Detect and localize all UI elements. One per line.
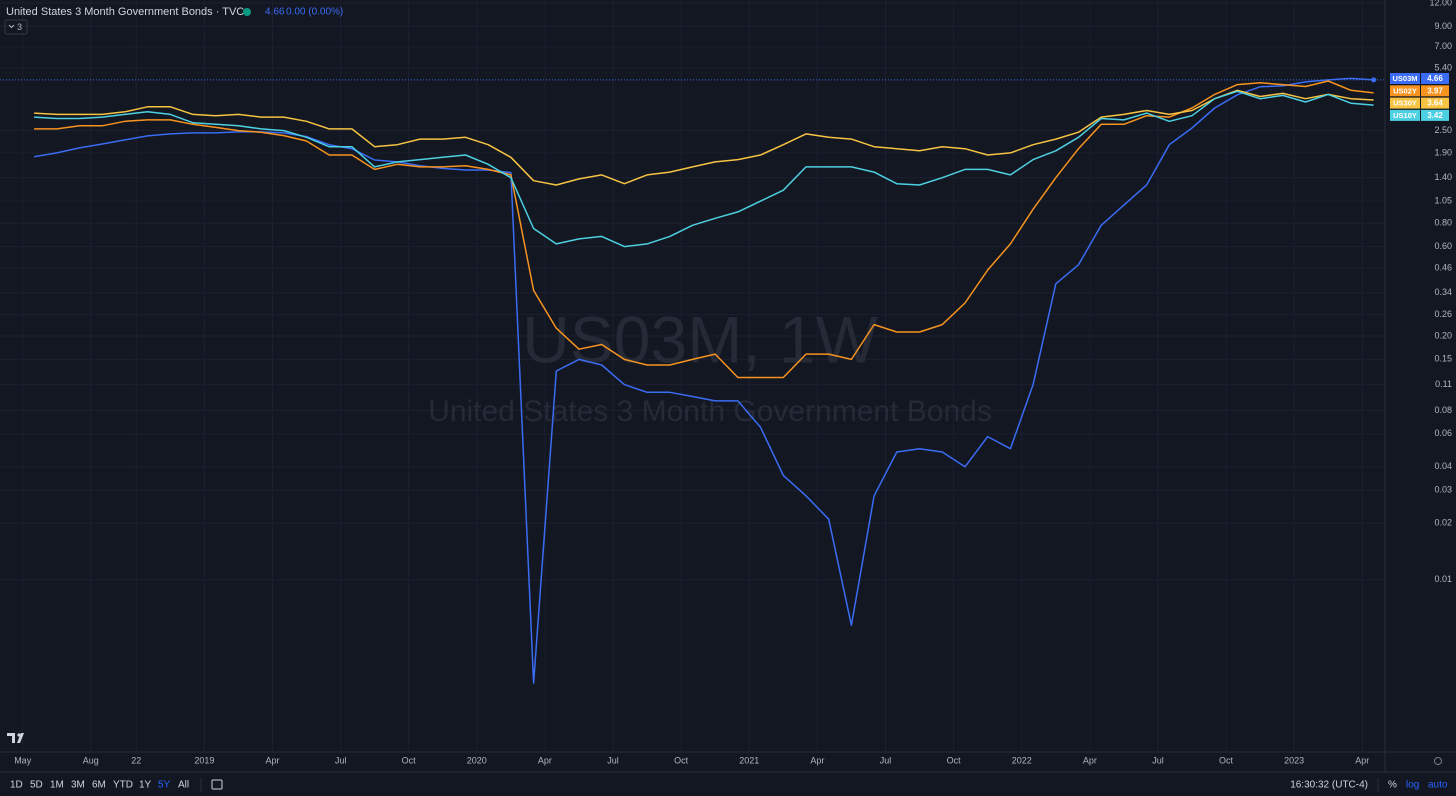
y-tick-label: 2.50: [1434, 125, 1452, 135]
chevron-icon: [8, 24, 15, 29]
logo[interactable]: [7, 733, 24, 743]
y-tick-label: 0.46: [1434, 263, 1452, 273]
date-range-icon[interactable]: [211, 779, 223, 790]
legend-swatch: [1390, 73, 1420, 84]
x-tick-label: Jul: [880, 755, 892, 765]
clock: 16:30:32 (UTC-4): [1290, 780, 1368, 791]
price-change: 0.00 (0.00%): [286, 7, 343, 18]
y-tick-label: 0.03: [1434, 485, 1452, 495]
x-tick-label: Oct: [674, 755, 689, 765]
last-price: 4.66: [265, 7, 285, 18]
range-button[interactable]: 1Y: [139, 780, 152, 791]
x-tick-label: Apr: [538, 755, 552, 765]
y-tick-label: 7.00: [1434, 41, 1452, 51]
watermark-symbol: US03M, 1W: [522, 302, 878, 376]
x-tick-label: 22: [131, 755, 141, 765]
legend-label: US02Y: [1393, 86, 1417, 95]
y-tick-label: 1.90: [1434, 147, 1452, 157]
settings-icon[interactable]: [1434, 757, 1442, 765]
x-tick-label: Oct: [402, 755, 417, 765]
range-button[interactable]: All: [178, 780, 189, 791]
legend-swatch: [1390, 109, 1420, 121]
range-button[interactable]: 5D: [30, 780, 43, 791]
series-line: [34, 80, 1374, 379]
y-tick-label: 0.04: [1434, 461, 1452, 471]
grid: [0, 0, 1385, 752]
x-tick-label: 2020: [467, 755, 487, 765]
x-tick-label: 2019: [194, 755, 214, 765]
y-tick-label: 0.06: [1434, 428, 1452, 438]
x-tick-label: Apr: [1083, 755, 1097, 765]
y-tick-label: 12.00: [1429, 0, 1452, 7]
legend-swatch: [1390, 85, 1420, 97]
range-button[interactable]: YTD: [113, 780, 133, 791]
y-tick-label: 0.08: [1434, 405, 1452, 415]
x-tick-label: Apr: [810, 755, 824, 765]
x-tick-label: 2023: [1284, 755, 1304, 765]
y-tick-label: 1.05: [1434, 195, 1452, 205]
percent-toggle[interactable]: %: [1388, 780, 1397, 791]
value-label: 3.97: [1427, 86, 1443, 95]
y-tick-label: 5.40: [1434, 62, 1452, 72]
range-button[interactable]: 3M: [71, 780, 85, 791]
legend-swatch: [1390, 97, 1420, 109]
series-line: [34, 89, 1374, 186]
value-label: 3.42: [1427, 111, 1443, 120]
value-label: 4.66: [1427, 74, 1443, 83]
value-box: [1421, 97, 1449, 109]
market-status[interactable]: [243, 8, 251, 16]
last-point: [1371, 77, 1377, 83]
y-tick-label: 0.26: [1434, 309, 1452, 319]
range-button[interactable]: 6M: [92, 780, 106, 791]
range-button[interactable]: 5Y: [158, 780, 171, 791]
legend-label: US10Y: [1393, 111, 1417, 120]
x-tick-label: Jul: [1152, 755, 1164, 765]
x-tick-label: Jul: [335, 755, 347, 765]
x-tick-label: May: [14, 755, 32, 765]
y-tick-label: 0.80: [1434, 218, 1452, 228]
legend-label: US03M: [1392, 74, 1417, 83]
y-tick-label: 0.02: [1434, 518, 1452, 528]
x-tick-label: Apr: [265, 755, 279, 765]
series-line: [34, 90, 1374, 248]
axes: 12.00 9.00 7.00 5.40 2.50 1.90 1.40 1.05 0.80 0.6…: [14, 0, 1452, 765]
value-box: [1421, 73, 1449, 84]
indicators-count: 3: [17, 22, 22, 32]
x-tick-label: Oct: [947, 755, 962, 765]
x-tick-label: Aug: [83, 755, 99, 765]
x-tick-label: Oct: [1219, 755, 1234, 765]
value-box: [1421, 109, 1449, 121]
lines: [0, 77, 1385, 684]
x-tick-label: Apr: [1355, 755, 1369, 765]
y-tick-label: 1.40: [1434, 172, 1452, 182]
symbol-title[interactable]: United States 3 Month Government Bonds ·…: [6, 6, 244, 18]
y-tick-label: 0.34: [1434, 287, 1452, 297]
log-toggle[interactable]: log: [1406, 780, 1419, 791]
y-tick-label: 0.20: [1434, 330, 1452, 340]
y-tick-label: 0.01: [1434, 574, 1452, 584]
x-tick-label: 2022: [1012, 755, 1032, 765]
range-button[interactable]: 1M: [50, 780, 64, 791]
x-tick-label: Jul: [607, 755, 619, 765]
y-tick-label: 9.00: [1434, 21, 1452, 31]
y-tick-label: 0.15: [1434, 354, 1452, 364]
indicators-toggle[interactable]: [4, 19, 28, 35]
x-tick-label: 2021: [739, 755, 759, 765]
value-label: 3.64: [1427, 99, 1443, 108]
range-button[interactable]: 1D: [10, 780, 23, 791]
auto-toggle[interactable]: auto: [1428, 780, 1448, 791]
logo-dot: [17, 733, 21, 737]
y-tick-label: 0.60: [1434, 241, 1452, 251]
y-tick-label: 0.11: [1435, 379, 1452, 389]
legend-label: US30Y: [1393, 99, 1417, 108]
value-box: [1421, 85, 1449, 97]
